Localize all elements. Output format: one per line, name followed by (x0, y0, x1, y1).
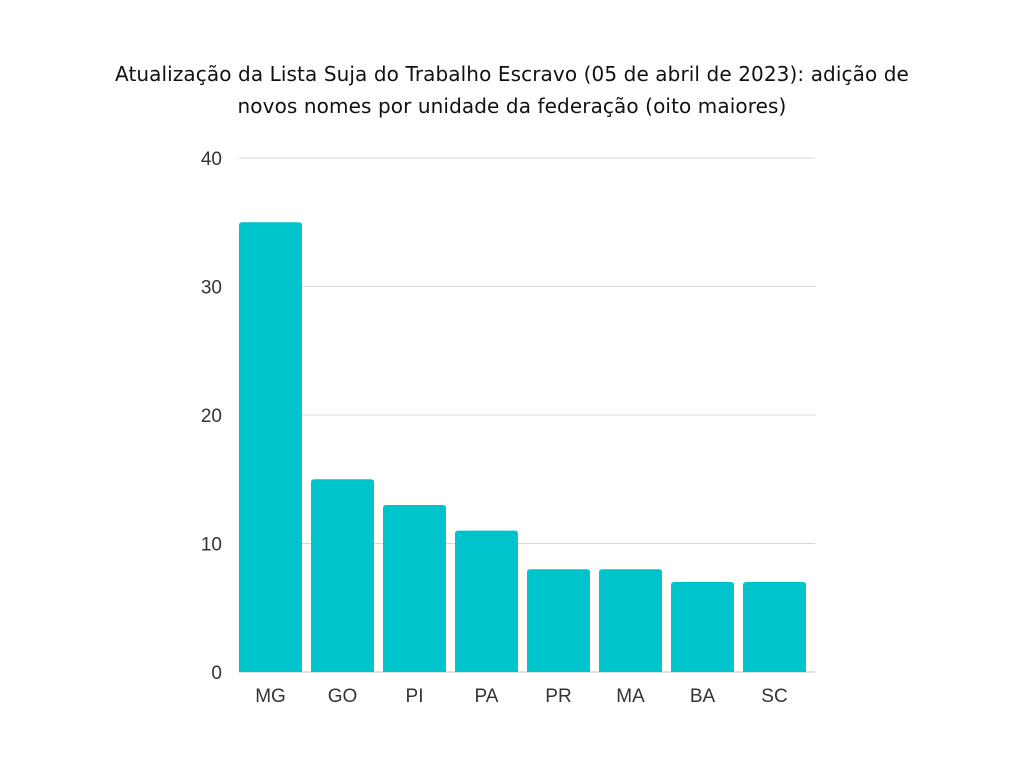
x-tick-label-mg: MG (255, 686, 286, 707)
bar-ba (671, 582, 734, 672)
x-axis-category-labels: MG GO PI PA PR MA BA SC (255, 686, 788, 707)
y-axis-tick-labels: 0 10 20 30 40 (201, 149, 222, 684)
x-tick-label-ba: BA (690, 686, 716, 707)
bar-go (311, 479, 374, 672)
y-tick-label: 0 (211, 663, 222, 684)
chart-title-line-1: Atualização da Lista Suja do Trabalho Es… (115, 62, 909, 86)
x-tick-label-pr: PR (545, 686, 571, 707)
bar-mg (239, 222, 302, 672)
y-tick-label: 30 (201, 278, 222, 299)
x-tick-label-sc: SC (761, 686, 787, 707)
bar-pa (455, 530, 518, 672)
chart-title: Atualização da Lista Suja do Trabalho Es… (0, 58, 1024, 122)
y-tick-label: 40 (201, 149, 222, 170)
bar-pr (527, 569, 590, 672)
bar-sc (743, 582, 806, 672)
bar-pi (383, 504, 446, 672)
chart-title-line-2: novos nomes por unidade da federação (oi… (237, 94, 787, 118)
y-tick-label: 20 (201, 406, 222, 427)
bars (239, 222, 806, 672)
y-tick-label: 10 (201, 535, 222, 556)
x-tick-label-pa: PA (475, 686, 499, 707)
x-tick-label-pi: PI (406, 686, 424, 707)
x-tick-label-ma: MA (616, 686, 645, 707)
bar-ma (599, 569, 662, 672)
x-tick-label-go: GO (328, 686, 358, 707)
